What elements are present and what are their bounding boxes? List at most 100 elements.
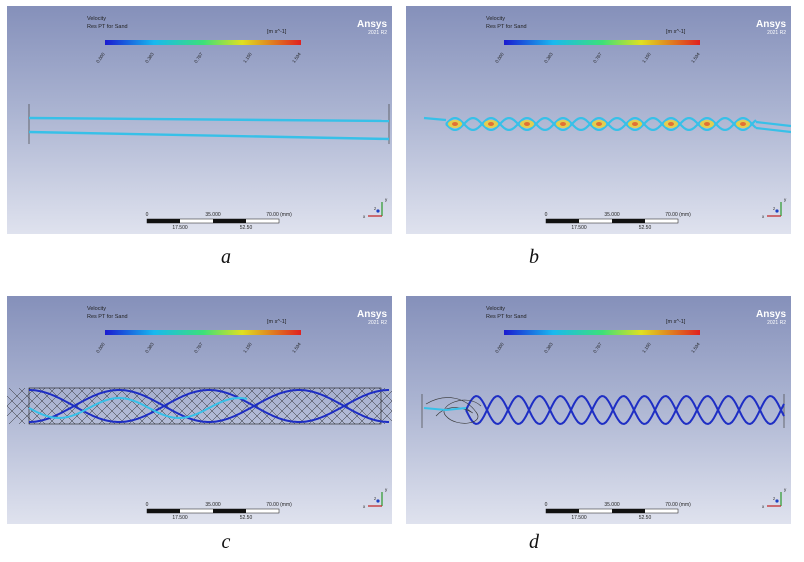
axis-label: z bbox=[773, 496, 776, 501]
legend-variable: Velocity bbox=[486, 16, 505, 22]
colorbar-tick-label: 1.534 bbox=[690, 51, 701, 63]
colorbar-ticks: 0.000 0.383 0.767 1.150 1.534 bbox=[95, 341, 302, 353]
colorbar bbox=[105, 40, 301, 45]
version-label: 2021 R2 bbox=[368, 320, 387, 326]
scale-label: 35.000 bbox=[604, 212, 620, 218]
colorbar-ticks: 0.000 0.383 0.767 1.150 1.534 bbox=[494, 341, 701, 353]
caption-b: b bbox=[529, 246, 539, 268]
version-label: 2021 R2 bbox=[767, 30, 786, 36]
caption-d: d bbox=[529, 531, 539, 553]
colorbar-tick-label: 0.383 bbox=[543, 341, 554, 353]
legend-units: [m s^-1] bbox=[267, 29, 287, 35]
axis-triad: y z x bbox=[762, 487, 787, 509]
panel-graphic: Velocity Res PT for Sand [m s^-1] 0.000 0… bbox=[421, 306, 787, 521]
axis-triad: y z x bbox=[363, 197, 388, 219]
colorbar-tick-label: 0.767 bbox=[193, 341, 204, 353]
scale-bar: 0 35.000 70.00 (mm) 17.500 52.50 bbox=[545, 502, 692, 521]
flow-visualization bbox=[7, 387, 392, 425]
colorbar-tick-label: 1.534 bbox=[690, 341, 701, 353]
scale-label: 17.500 bbox=[172, 225, 188, 231]
scale-label: 35.000 bbox=[205, 502, 221, 508]
scale-bar: 0 35.000 70.00 (mm) 17.500 52.50 bbox=[545, 212, 692, 231]
legend-subtitle: Res PT for Sand bbox=[486, 24, 527, 30]
version-label: 2021 R2 bbox=[368, 30, 387, 36]
caption-a: a bbox=[221, 246, 231, 268]
scale-label: 17.500 bbox=[172, 515, 188, 521]
axis-label: y bbox=[784, 487, 787, 492]
colorbar-tick-label: 0.383 bbox=[144, 341, 155, 353]
ansys-logo: Ansys bbox=[756, 309, 786, 320]
axis-label: z bbox=[374, 496, 377, 501]
axis-label: x bbox=[363, 214, 366, 219]
ansys-logo: Ansys bbox=[357, 309, 387, 320]
legend-variable: Velocity bbox=[87, 306, 106, 312]
colorbar-ticks: 0.000 0.383 0.767 1.150 1.534 bbox=[494, 51, 701, 63]
legend-units: [m s^-1] bbox=[267, 319, 287, 325]
scale-label: 52.50 bbox=[639, 225, 652, 231]
scale-bar: 0 35.000 70.00 (mm) 17.500 52.50 bbox=[146, 212, 293, 231]
panel-graphic: Velocity Res PT for Sand [m s^-1] 0.000 0… bbox=[423, 16, 791, 231]
axis-label: z bbox=[773, 206, 776, 211]
colorbar-ticks: 0.000 0.383 0.767 1.150 1.534 bbox=[95, 51, 302, 63]
axis-label: z bbox=[374, 206, 377, 211]
flow-visualization bbox=[28, 104, 390, 144]
panel-graphic: Velocity Res PT for Sand [m s^-1] 0.000 0… bbox=[28, 16, 390, 231]
legend-subtitle: Res PT for Sand bbox=[486, 314, 527, 320]
colorbar-tick-label: 1.150 bbox=[242, 341, 253, 353]
axis-label: y bbox=[784, 197, 787, 202]
legend-units: [m s^-1] bbox=[666, 319, 686, 325]
colorbar-tick-label: 0.383 bbox=[144, 51, 155, 63]
scale-label: 0 bbox=[146, 502, 149, 508]
axis-label: y bbox=[385, 197, 388, 202]
scale-label: 17.500 bbox=[571, 225, 587, 231]
scale-label: 35.000 bbox=[604, 502, 620, 508]
simulation-panel-a: Velocity Res PT for Sand [m s^-1] 0.000 0… bbox=[7, 6, 392, 234]
colorbar-tick-label: 0.000 bbox=[95, 51, 106, 63]
colorbar bbox=[504, 40, 700, 45]
scale-label: 70.00 (mm) bbox=[266, 502, 292, 508]
axis-label: y bbox=[385, 487, 388, 492]
scale-label: 52.50 bbox=[639, 515, 652, 521]
colorbar-tick-label: 1.150 bbox=[641, 51, 652, 63]
colorbar-tick-label: 1.150 bbox=[641, 341, 652, 353]
scale-label: 0 bbox=[545, 212, 548, 218]
colorbar-tick-label: 1.534 bbox=[291, 51, 302, 63]
flow-visualization bbox=[423, 116, 791, 134]
ansys-logo: Ansys bbox=[756, 19, 786, 30]
simulation-panel-c: Velocity Res PT for Sand [m s^-1] 0.000 0… bbox=[7, 296, 392, 524]
legend-subtitle: Res PT for Sand bbox=[87, 314, 128, 320]
colorbar-tick-label: 0.767 bbox=[193, 51, 204, 63]
axis-label: x bbox=[762, 214, 765, 219]
scale-label: 70.00 (mm) bbox=[266, 212, 292, 218]
colorbar-tick-label: 1.150 bbox=[242, 51, 253, 63]
legend-units: [m s^-1] bbox=[666, 29, 686, 35]
scale-label: 0 bbox=[545, 502, 548, 508]
colorbar-tick-label: 0.000 bbox=[494, 51, 505, 63]
axis-label: x bbox=[762, 504, 765, 509]
colorbar-tick-label: 0.383 bbox=[543, 51, 554, 63]
axis-triad: y z x bbox=[363, 487, 388, 509]
scale-bar: 0 35.000 70.00 (mm) 17.500 52.50 bbox=[146, 502, 293, 521]
legend-variable: Velocity bbox=[87, 16, 106, 22]
scale-label: 17.500 bbox=[571, 515, 587, 521]
colorbar-tick-label: 1.534 bbox=[291, 341, 302, 353]
flow-visualization bbox=[421, 394, 785, 428]
scale-label: 52.50 bbox=[240, 515, 253, 521]
legend-variable: Velocity bbox=[486, 306, 505, 312]
ansys-logo: Ansys bbox=[357, 19, 387, 30]
simulation-panel-d: Velocity Res PT for Sand [m s^-1] 0.000 0… bbox=[406, 296, 791, 524]
colorbar bbox=[105, 330, 301, 335]
panel-graphic: Velocity Res PT for Sand [m s^-1] 0.000 0… bbox=[7, 306, 392, 521]
scale-label: 70.00 (mm) bbox=[665, 212, 691, 218]
scale-label: 70.00 (mm) bbox=[665, 502, 691, 508]
axis-label: x bbox=[363, 504, 366, 509]
version-label: 2021 R2 bbox=[767, 320, 786, 326]
legend-subtitle: Res PT for Sand bbox=[87, 24, 128, 30]
scale-label: 0 bbox=[146, 212, 149, 218]
colorbar-tick-label: 0.000 bbox=[494, 341, 505, 353]
colorbar bbox=[504, 330, 700, 335]
caption-c: c bbox=[221, 531, 231, 553]
axis-triad: y z x bbox=[762, 197, 787, 219]
colorbar-tick-label: 0.767 bbox=[592, 51, 603, 63]
scale-label: 52.50 bbox=[240, 225, 253, 231]
